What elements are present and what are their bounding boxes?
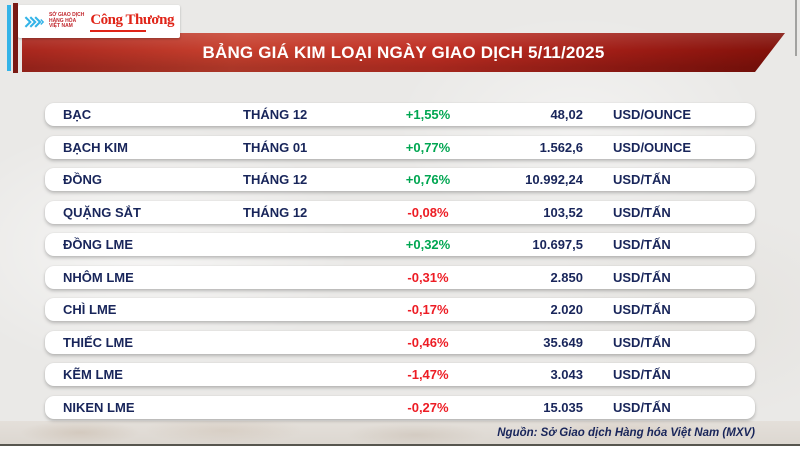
mxv-text-line: VIỆT NAM — [48, 23, 73, 30]
congthuong-underline — [90, 29, 147, 32]
commodity-name: QUẶNG SẮT — [63, 204, 141, 220]
commodity-name: ĐỒNG LME — [63, 237, 134, 252]
congthuong-wordmark: Công Thương — [90, 11, 174, 28]
congthuong-logo: Công Thương — [90, 12, 174, 32]
contract-month: THÁNG 12 — [243, 107, 308, 122]
price-value: 15.035 — [543, 399, 583, 415]
table-row: BẠC THÁNG 12 +1,55% 48,02 USD/OUNCE — [45, 103, 755, 126]
source-note: Nguồn: Sở Giao dịch Hàng hóa Việt Nam (M… — [497, 427, 755, 439]
price-unit: USD/TẤN — [613, 237, 671, 252]
commodity-name: BẠC — [63, 107, 92, 122]
mxv-logo-text: SỞ GIAO DỊCH HÀNG HÓA VIỆT NAM — [49, 13, 84, 30]
price-unit: USD/TẤN — [613, 204, 671, 220]
change-percent: -0,46% — [407, 334, 449, 350]
change-percent: -0,27% — [407, 399, 449, 415]
bottom-divider-line — [0, 444, 800, 446]
mxv-text-line: HÀNG HÓA — [48, 17, 77, 24]
logo-box: SỞ GIAO DỊCH HÀNG HÓA VIỆT NAM Công Thươ… — [18, 5, 180, 38]
change-percent: +0,76% — [405, 172, 451, 187]
bottom-photo-band — [0, 421, 800, 444]
table-row: THIẾC LME -0,46% 35.649 USD/TẤN — [45, 330, 755, 354]
price-unit: USD/TẤN — [613, 172, 671, 187]
table-row: BẠCH KIM THÁNG 01 +0,77% 1.562,6 USD/OUN… — [45, 135, 755, 159]
price-value: 10.992,24 — [525, 172, 583, 187]
table-row: KẼM LME -1,47% 3.043 USD/TẤN — [45, 363, 755, 386]
contract-month: THÁNG 01 — [243, 139, 308, 155]
price-unit: USD/OUNCE — [613, 107, 692, 122]
change-percent: -0,17% — [407, 302, 449, 317]
price-table: BẠC THÁNG 12 +1,55% 48,02 USD/OUNCE BẠCH… — [45, 103, 755, 428]
right-edge-line — [795, 0, 797, 56]
price-value: 2.850 — [550, 269, 583, 285]
change-percent: -1,47% — [407, 367, 449, 382]
title-banner: BẢNG GIÁ KIM LOẠI NGÀY GIAO DỊCH 5/11/20… — [22, 33, 785, 72]
price-value: 2.020 — [550, 302, 583, 317]
price-value: 48,02 — [550, 107, 583, 122]
commodity-name: NIKEN LME — [63, 399, 135, 415]
price-unit: USD/TẤN — [613, 334, 671, 350]
table-row: NHÔM LME -0,31% 2.850 USD/TẤN — [45, 265, 755, 289]
accent-stripe-maroon — [13, 3, 18, 73]
commodity-name: CHÌ LME — [63, 302, 117, 317]
commodity-name: ĐỒNG — [63, 172, 102, 187]
change-percent: -0,31% — [407, 269, 449, 285]
price-value: 103,52 — [543, 204, 583, 220]
accent-stripe-cyan — [7, 5, 11, 71]
price-unit: USD/TẤN — [613, 302, 671, 317]
table-row: CHÌ LME -0,17% 2.020 USD/TẤN — [45, 298, 755, 321]
price-value: 3.043 — [550, 367, 583, 382]
commodity-name: THIẾC LME — [63, 334, 134, 350]
price-unit: USD/TẤN — [613, 367, 671, 382]
mxv-text-line: SỞ GIAO DỊCH — [48, 12, 85, 19]
commodity-name: KẼM LME — [63, 367, 123, 382]
change-percent: -0,08% — [407, 204, 449, 220]
table-row: QUẶNG SẮT THÁNG 12 -0,08% 103,52 USD/TẤN — [45, 200, 755, 224]
contract-month: THÁNG 12 — [243, 204, 308, 220]
change-percent: +0,77% — [405, 139, 451, 155]
mxv-logo-icon — [24, 15, 45, 28]
commodity-name: BẠCH KIM — [63, 139, 128, 155]
change-percent: +1,55% — [405, 107, 451, 122]
table-row: ĐỒNG THÁNG 12 +0,76% 10.992,24 USD/TẤN — [45, 168, 755, 191]
contract-month: THÁNG 12 — [243, 172, 308, 187]
price-unit: USD/TẤN — [613, 399, 671, 415]
table-row: NIKEN LME -0,27% 15.035 USD/TẤN — [45, 395, 755, 419]
price-unit: USD/OUNCE — [613, 139, 692, 155]
change-percent: +0,32% — [405, 237, 451, 252]
price-unit: USD/TẤN — [613, 269, 671, 285]
commodity-name: NHÔM LME — [63, 269, 134, 285]
bottom-white-strip — [0, 446, 800, 450]
table-row: ĐỒNG LME +0,32% 10.697,5 USD/TẤN — [45, 233, 755, 256]
price-value: 35.649 — [543, 334, 583, 350]
page-title: BẢNG GIÁ KIM LOẠI NGÀY GIAO DỊCH 5/11/20… — [202, 42, 605, 62]
price-value: 1.562,6 — [539, 139, 583, 155]
price-value: 10.697,5 — [532, 237, 583, 252]
